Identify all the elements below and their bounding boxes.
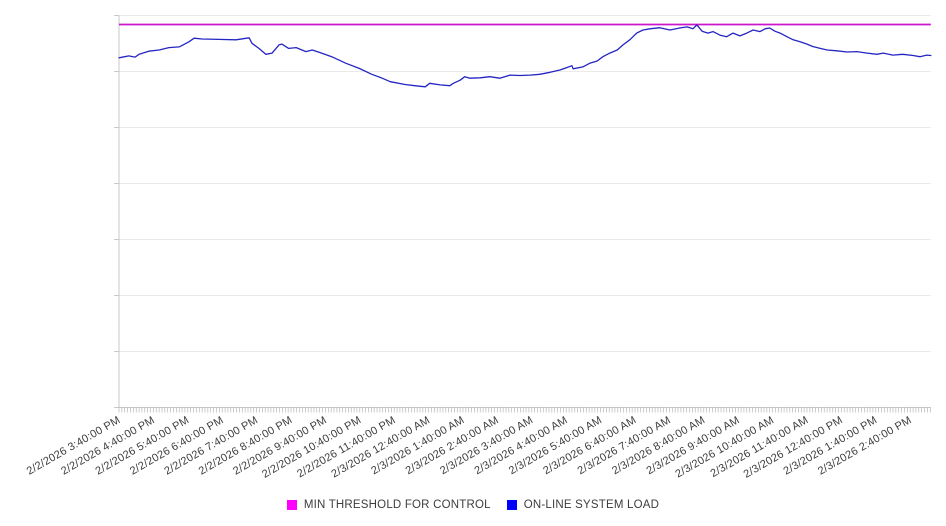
legend-item-online-load[interactable]: ON-LINE SYSTEM LOAD xyxy=(506,499,660,511)
x-axis-tick-comb xyxy=(118,407,931,413)
x-axis-labels-group: 2/2/2026 3:40:00 PM2/2/2026 4:40:00 PM2/… xyxy=(25,414,914,481)
legend-swatch-threshold-icon xyxy=(286,500,297,510)
chart-legend: MIN THRESHOLD FOR CONTROL ON-LINE SYSTEM… xyxy=(0,497,946,513)
load-series-group xyxy=(118,24,932,88)
legend-label-threshold: MIN THRESHOLD FOR CONTROL xyxy=(303,499,491,511)
legend-swatch-load-icon xyxy=(506,500,517,510)
load-chart-plot: 2/2/2026 3:40:00 PM2/2/2026 4:40:00 PM2/… xyxy=(25,15,932,481)
x-axis-minor-ticks xyxy=(118,407,931,413)
online-system-load-line xyxy=(118,24,932,88)
legend-item-min-threshold[interactable]: MIN THRESHOLD FOR CONTROL xyxy=(286,499,491,511)
legend-label-load: ON-LINE SYSTEM LOAD xyxy=(523,499,660,511)
axis-group xyxy=(114,15,931,408)
gridlines-group xyxy=(119,15,931,352)
